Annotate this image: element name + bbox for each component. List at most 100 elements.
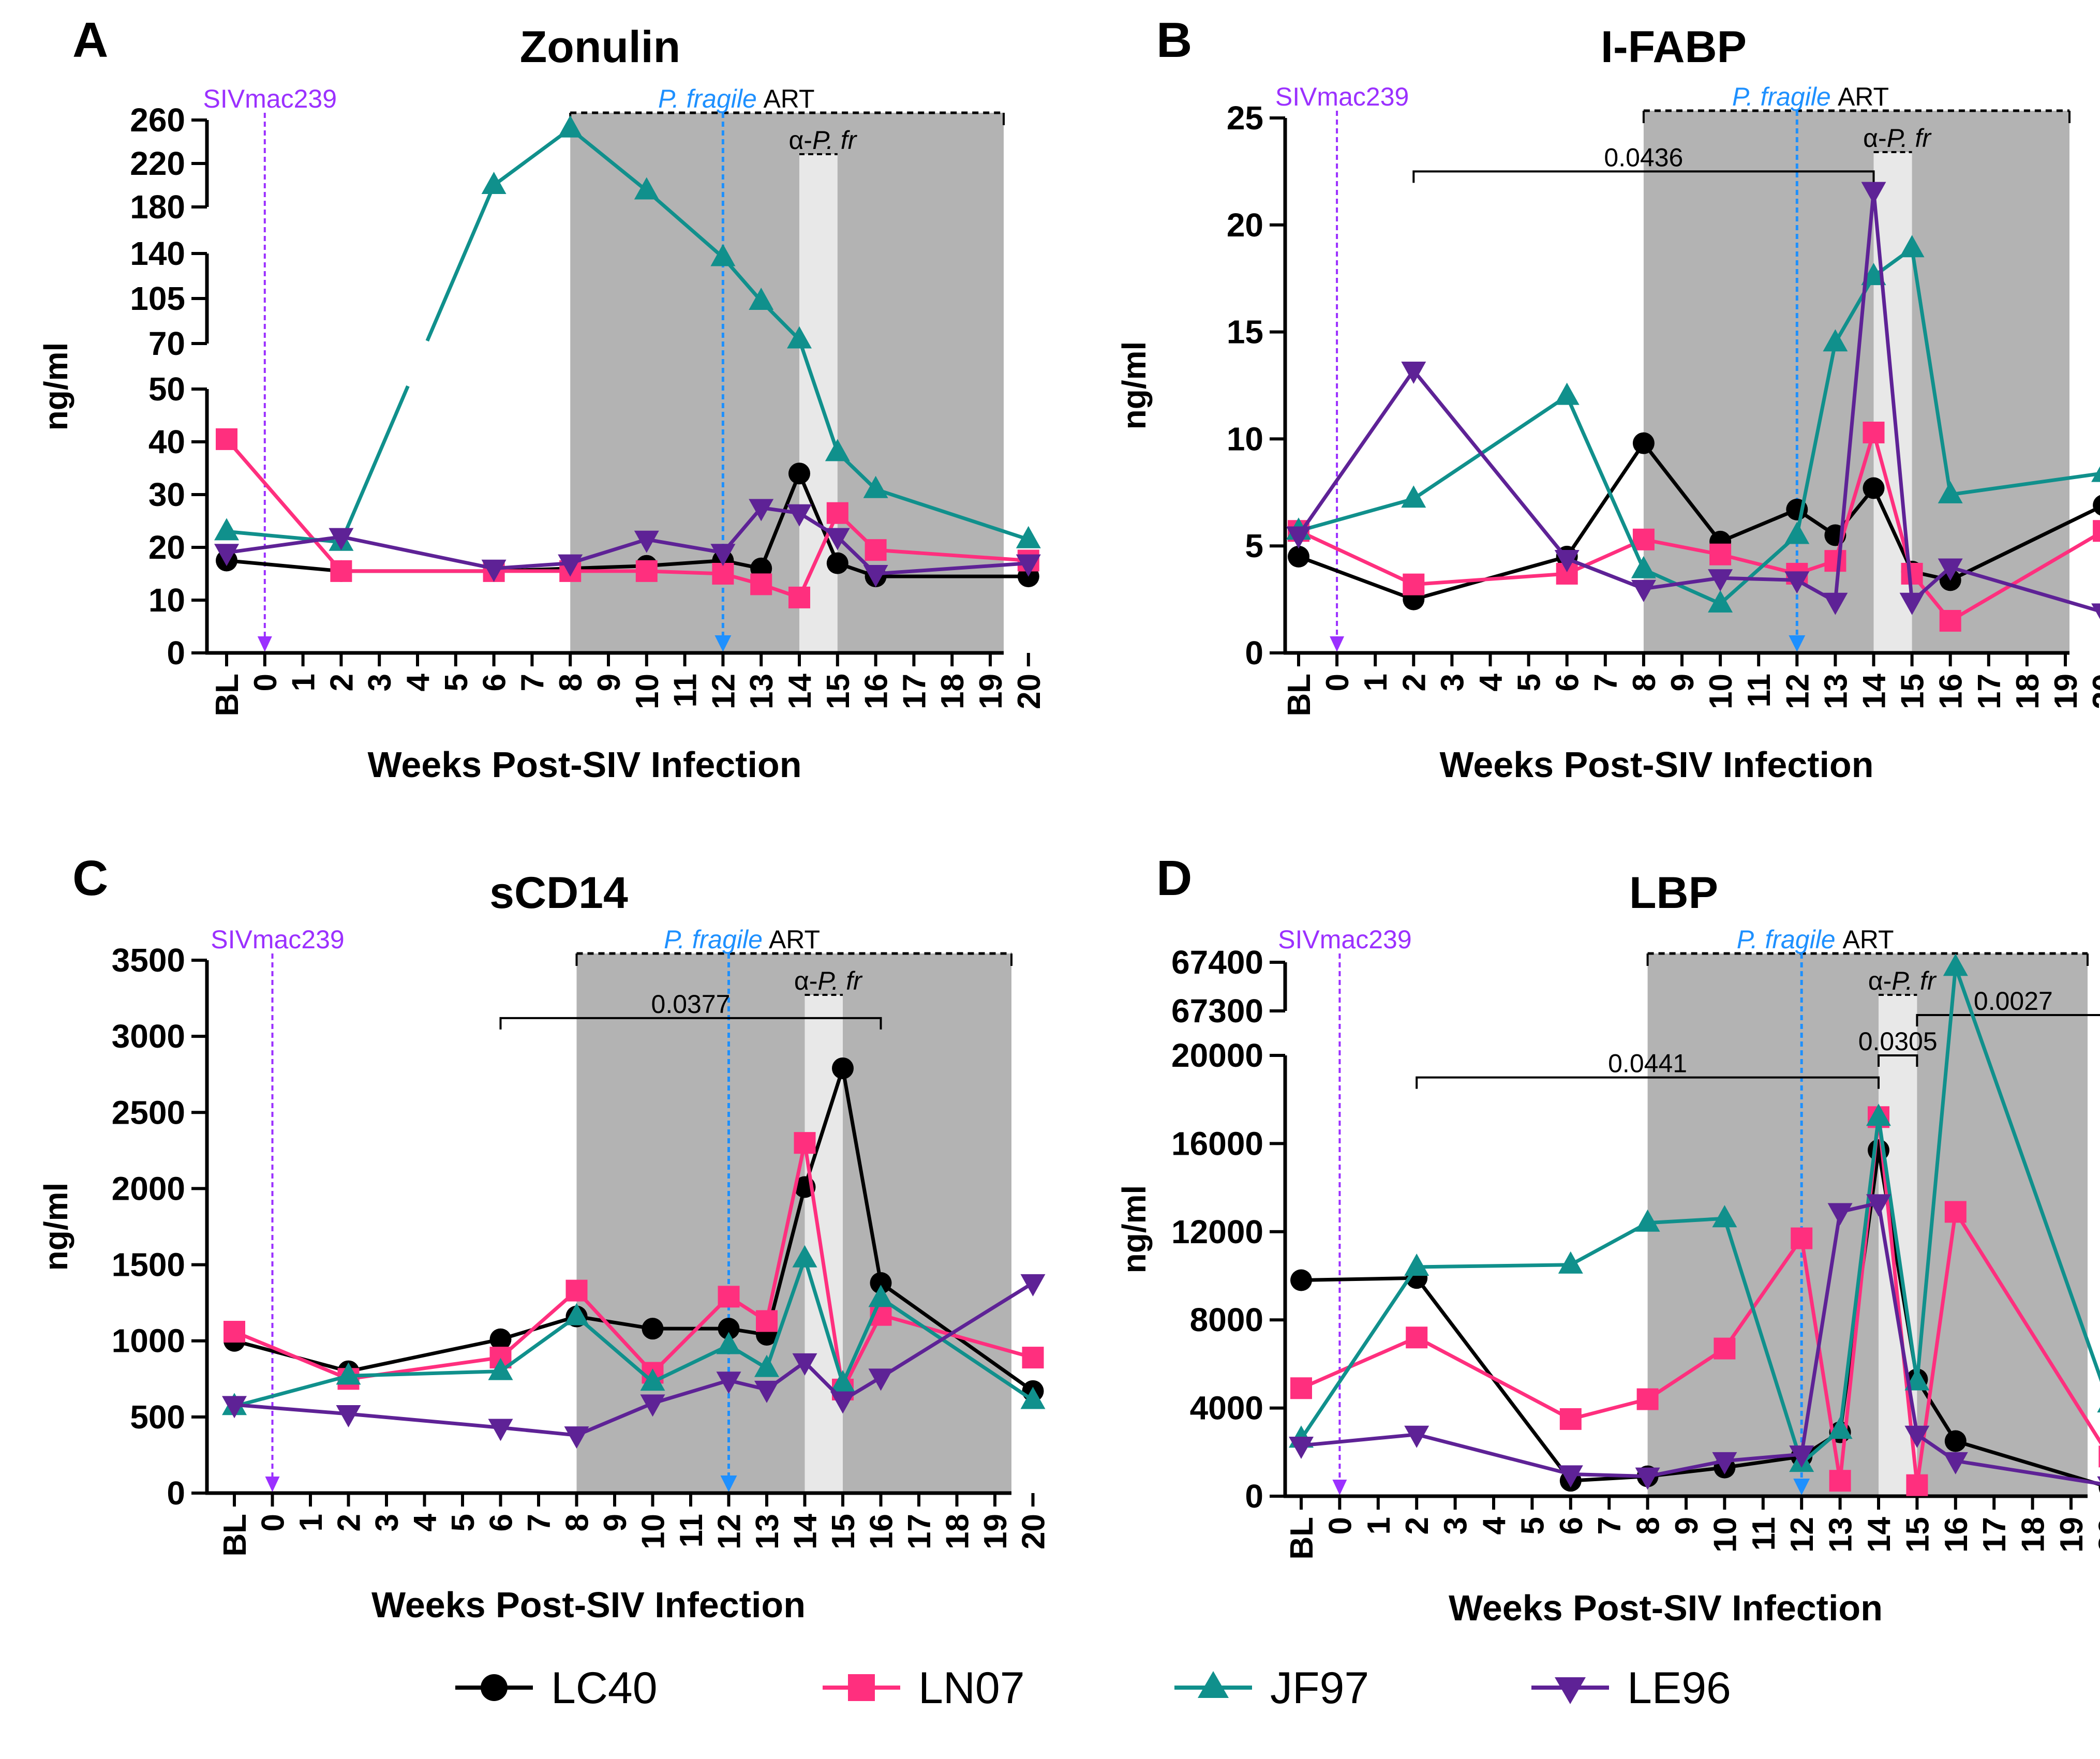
series-line-segment xyxy=(841,1297,883,1384)
bracket-line xyxy=(1878,1054,1918,1067)
series-line-segment xyxy=(1416,1336,1572,1421)
x-tick-label: 15 xyxy=(826,1514,861,1549)
series-line-segment xyxy=(1647,1459,1725,1479)
data-point xyxy=(329,528,354,550)
data-point xyxy=(1559,1408,1582,1430)
x-tick-label: 5 xyxy=(1515,1517,1551,1534)
x-tick-label: 17 xyxy=(1977,1517,2013,1553)
series-line-segment xyxy=(880,1281,1034,1379)
x-tick-label: 10 xyxy=(630,674,665,709)
series-line-segment xyxy=(1642,442,1722,543)
x-tick-label: 1 xyxy=(286,674,322,691)
x-tick-label: 5 xyxy=(445,1514,481,1531)
data-point xyxy=(787,504,812,527)
x-axis-label: Weeks Post-SIV Infection xyxy=(368,744,802,785)
data-point xyxy=(222,1396,247,1419)
legend: LC40 LN07 JF97 LE96 xyxy=(455,1663,1731,1713)
y-tick-label: 260 xyxy=(130,101,185,139)
x-tick-label: 0 xyxy=(1320,674,1356,691)
series-ln07 xyxy=(1290,1106,2100,1496)
pathogen-arrow xyxy=(720,1475,737,1492)
data-point xyxy=(1784,571,1810,594)
art-label: ART xyxy=(763,84,814,113)
y-tick-label: 3500 xyxy=(112,942,185,979)
y-tick-label: 8000 xyxy=(1190,1301,1263,1338)
data-point xyxy=(336,1405,361,1427)
x-tick-label: 2 xyxy=(332,1514,367,1531)
data-point xyxy=(863,565,888,587)
series-line-segment xyxy=(797,472,840,564)
x-tick-label: 1 xyxy=(1358,674,1394,691)
data-point xyxy=(1708,590,1733,613)
x-tick-label: 10 xyxy=(1707,1517,1743,1553)
data-point xyxy=(1784,521,1810,544)
infection-arrow xyxy=(1330,636,1345,652)
data-point xyxy=(1558,1251,1583,1274)
series-jf97 xyxy=(1286,235,2100,613)
data-point xyxy=(2098,1445,2100,1468)
data-point xyxy=(1824,550,1846,572)
y-tick-label: 20 xyxy=(1227,206,1263,244)
x-tick-label: 17 xyxy=(897,674,932,709)
series-ln07 xyxy=(224,1132,1044,1400)
x-tick-label: 16 xyxy=(864,1514,900,1549)
series-line-segment xyxy=(1910,248,1953,495)
p-value-label: 0.0305 xyxy=(1858,1027,1938,1056)
data-point xyxy=(1635,1209,1660,1232)
series-line-segment xyxy=(340,535,495,571)
data-point xyxy=(716,1332,741,1354)
x-tick-label: 15 xyxy=(821,674,856,709)
data-point xyxy=(1022,1347,1044,1369)
legend-label: LE96 xyxy=(1627,1663,1731,1713)
series-line-segment xyxy=(1834,275,1875,344)
x-axis-label: Weeks Post-SIV Infection xyxy=(1449,1588,1883,1628)
x-tick-label: 3 xyxy=(362,674,398,691)
x-tick-label: 3 xyxy=(1438,1517,1474,1534)
x-tick-label: 20 xyxy=(2092,1517,2100,1553)
x-tick-label: 18 xyxy=(2016,1517,2051,1553)
series-line-segment xyxy=(1876,1116,1919,1486)
x-tick-label: BL xyxy=(210,674,245,717)
x-tick-label: 17 xyxy=(902,1514,937,1549)
data-point xyxy=(1401,362,1426,384)
p-value-label: 0.0436 xyxy=(1604,143,1683,172)
y-tick-label: 140 xyxy=(130,235,185,272)
series-line-segment xyxy=(875,487,1029,542)
data-point xyxy=(1861,182,1886,204)
data-point xyxy=(558,115,583,138)
x-tick-label: 0 xyxy=(248,674,284,691)
y-tick-label: 0 xyxy=(167,1474,185,1512)
x-tick-label: 6 xyxy=(477,674,513,691)
data-point xyxy=(642,1318,664,1340)
y-axis-label: ng/ml xyxy=(1115,341,1153,430)
legend-label: LN07 xyxy=(918,1663,1025,1713)
data-point xyxy=(1899,235,1925,258)
y-tick-label: 50 xyxy=(148,370,185,408)
x-tick-label: 5 xyxy=(439,674,474,691)
x-tick-label: 8 xyxy=(1627,674,1662,691)
x-tick-label: 11 xyxy=(668,674,704,708)
data-point xyxy=(224,1321,245,1343)
series-line-segment xyxy=(1413,572,1567,587)
series-line-segment xyxy=(1795,342,1837,536)
x-tick-label: 19 xyxy=(2054,1517,2090,1553)
x-tick-label: 10 xyxy=(636,1514,672,1549)
data-point xyxy=(1290,1377,1312,1399)
legend-marker xyxy=(848,1674,875,1701)
series-line-segment xyxy=(651,1295,730,1374)
data-point xyxy=(1631,579,1656,602)
series-line-segment xyxy=(1876,1116,1919,1382)
series-line-segment xyxy=(1565,442,1645,558)
x-tick-label: 12 xyxy=(1780,674,1815,709)
infection-label: SIVmac239 xyxy=(211,925,344,954)
series-line-segment xyxy=(652,1378,729,1405)
legend-entry: LE96 xyxy=(1531,1663,1731,1713)
data-point xyxy=(754,1380,779,1403)
series-line-segment xyxy=(1570,1472,1648,1479)
series-line-segment xyxy=(576,1402,653,1437)
x-tick-label: 6 xyxy=(1554,1517,1589,1534)
series-line-segment xyxy=(1955,1459,2100,1486)
data-point xyxy=(1631,556,1656,578)
